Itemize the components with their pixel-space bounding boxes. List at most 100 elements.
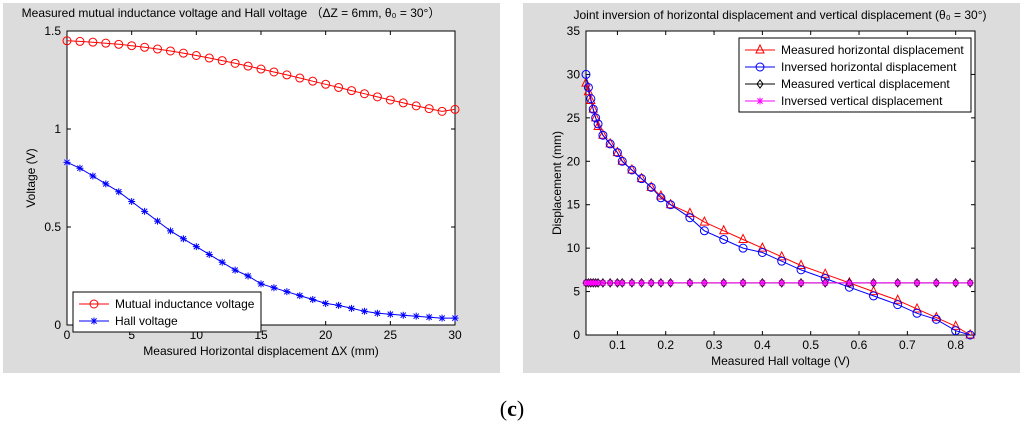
y-tick-label: 20: [567, 154, 581, 168]
legend-label: Inversed vertical displacement: [781, 94, 943, 108]
chart-title-text: Joint inversion of horizontal displaceme…: [573, 8, 932, 22]
data-point: [599, 279, 607, 287]
data-point: [739, 279, 747, 287]
legend-marker: [756, 97, 764, 105]
data-point: [140, 42, 150, 52]
data-point: [282, 70, 292, 80]
data-point: [646, 182, 656, 192]
data-point: [424, 104, 434, 114]
data-point: [283, 288, 291, 296]
series-line: [66, 40, 456, 112]
data-point: [334, 82, 344, 92]
data-point: [667, 279, 675, 287]
data-point: [154, 217, 162, 225]
data-point: [966, 279, 974, 287]
data-point: [62, 36, 72, 46]
data-point: [360, 307, 368, 315]
data-point: [76, 164, 84, 172]
data-point: [605, 139, 615, 149]
data-point: [586, 94, 596, 104]
data-point: [612, 146, 623, 157]
data-point: [685, 207, 695, 217]
data-point: [205, 250, 213, 258]
data-point: [386, 310, 394, 318]
data-point: [335, 301, 343, 309]
data-point: [757, 247, 767, 257]
plot-area: [66, 30, 456, 326]
data-point: [613, 279, 621, 287]
chart-title-params: (θ₀ = 30°): [932, 8, 987, 22]
x-axis-label: Measured Hall voltage (V): [711, 354, 850, 368]
legend-marker: [756, 79, 764, 89]
series-group: [582, 279, 974, 287]
data-point: [295, 73, 305, 83]
data-point: [412, 312, 420, 320]
x-tick-label: 25: [384, 328, 398, 342]
figure-caption: (c): [499, 396, 525, 421]
data-point: [450, 104, 460, 114]
right-chart-panel: Joint inversion of horizontal displaceme…: [523, 3, 1020, 373]
chart-title: Measured mutual inductance voltage and H…: [22, 6, 441, 20]
data-point: [591, 113, 601, 123]
y-tick-label: 0: [573, 328, 580, 342]
data-point: [700, 279, 708, 287]
x-tick-label: 0.1: [609, 338, 626, 352]
data-point: [606, 279, 614, 287]
data-point: [657, 279, 665, 287]
data-point: [931, 311, 942, 322]
data-point: [893, 300, 903, 310]
series-group: [63, 158, 459, 322]
data-point: [244, 272, 252, 280]
data-point: [411, 101, 421, 111]
y-axis-label: Displacement (mm): [550, 131, 564, 235]
y-tick-label: 10: [567, 241, 581, 255]
x-tick-label: 30: [448, 328, 462, 342]
data-point: [178, 48, 188, 58]
y-axis-label: Voltage (V): [24, 148, 38, 207]
data-point: [321, 79, 331, 89]
data-point: [192, 243, 200, 251]
data-point: [89, 172, 97, 180]
data-point: [115, 188, 123, 196]
data-point: [399, 311, 407, 319]
data-point: [778, 279, 786, 287]
legend-label: Inversed horizontal displacement: [781, 60, 957, 74]
data-point: [638, 279, 646, 287]
legend-label: Measured vertical displacement: [781, 77, 950, 91]
y-tick-label: 1: [54, 122, 61, 136]
data-point: [627, 163, 637, 174]
data-point: [797, 279, 805, 287]
data-point: [699, 215, 710, 226]
chart-title-text: Measured mutual inductance voltage and H…: [22, 6, 308, 20]
y-tick-label: 1.5: [44, 24, 61, 38]
left-chart-panel: Measured mutual inductance voltage and H…: [3, 3, 500, 373]
y-tick-label: 0: [54, 318, 61, 332]
x-tick-label: 0.3: [706, 338, 723, 352]
data-point: [230, 58, 240, 68]
data-point: [931, 314, 941, 324]
data-point: [738, 243, 748, 253]
data-point: [796, 259, 806, 270]
data-point: [845, 279, 853, 287]
data-point: [127, 41, 137, 51]
data-point: [128, 198, 136, 206]
data-point: [776, 250, 787, 261]
chart-title: Joint inversion of horizontal displaceme…: [573, 8, 986, 22]
data-point: [598, 130, 608, 140]
data-point: [628, 279, 636, 287]
data-point: [217, 56, 227, 66]
data-point: [75, 36, 85, 46]
x-tick-label: 0: [64, 328, 71, 342]
data-point: [593, 119, 603, 129]
data-point: [627, 165, 637, 175]
data-point: [359, 89, 369, 99]
data-point: [719, 234, 729, 244]
data-point: [437, 106, 447, 116]
data-point: [256, 64, 266, 74]
data-point: [102, 180, 110, 188]
data-point: [308, 76, 318, 86]
data-point: [617, 155, 628, 165]
data-point: [586, 94, 596, 104]
data-point: [581, 76, 591, 87]
data-point: [88, 37, 98, 47]
